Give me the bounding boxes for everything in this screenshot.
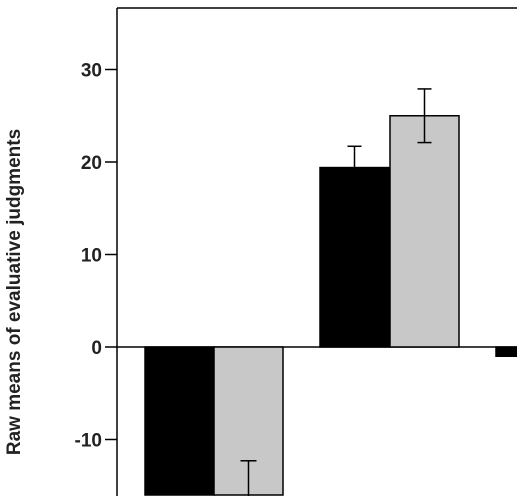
bars (144, 115, 517, 496)
error-bars (240, 88, 432, 496)
y-tick-label: 20 (81, 153, 102, 174)
bar-group1-black (144, 346, 215, 496)
y-axis-title: Raw means of evaluative judgments (4, 129, 25, 455)
y-tick-label: 10 (81, 246, 102, 267)
y-tick-label: 0 (91, 338, 102, 359)
bar-group2-black (319, 166, 390, 348)
bar-group2-gray (389, 115, 460, 348)
y-axis: -10 0 10 20 30 (75, 61, 117, 452)
bar-group3-black (495, 346, 517, 357)
y-tick-label: 30 (81, 61, 102, 82)
y-tick-label: -10 (75, 431, 102, 452)
plot-frame (116, 7, 517, 496)
